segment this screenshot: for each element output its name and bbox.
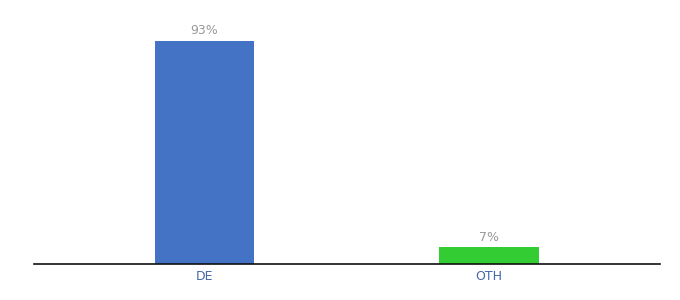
Text: 7%: 7% bbox=[479, 231, 499, 244]
Text: 93%: 93% bbox=[191, 24, 218, 37]
Bar bbox=[439, 247, 539, 264]
Bar bbox=[155, 41, 254, 264]
